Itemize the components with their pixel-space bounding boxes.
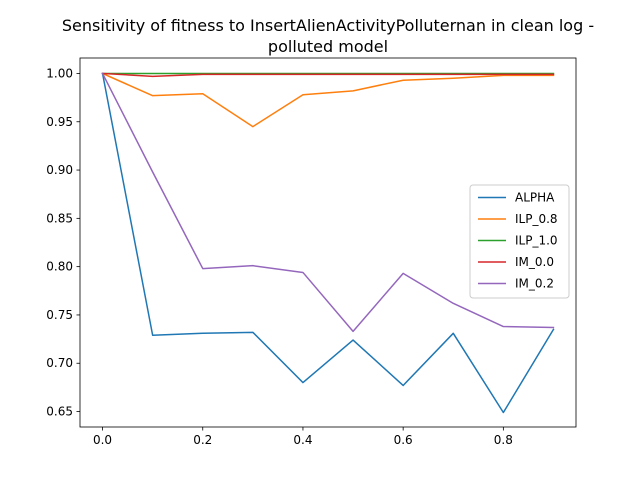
y-tick-label: 0.75 [46,308,73,322]
legend-label: IM_0.2 [515,277,554,291]
y-tick-label: 1.00 [46,66,73,80]
x-tick-label: 0.6 [394,433,413,447]
legend-label: ILP_0.8 [515,212,558,226]
series-lines [101,72,555,414]
x-tick-label: 0.0 [93,433,112,447]
x-tick-label: 0.4 [293,433,312,447]
y-tick-label: 0.70 [46,356,73,370]
y-tick-label: 0.65 [46,405,73,419]
series-line-ilp-0-8 [101,72,555,128]
series-line-alpha [101,72,555,414]
chart-title: Sensitivity of fitness to InsertAlienAct… [62,16,594,35]
y-tick-label: 0.85 [46,211,73,225]
x-tick-label: 0.8 [494,433,513,447]
legend-label: ALPHA [515,191,555,205]
y-tick-label: 0.95 [46,115,73,129]
series-line-im-0-2 [101,72,555,333]
legend-label: IM_0.0 [515,255,554,269]
x-tick-label: 0.2 [193,433,212,447]
y-tick-label: 0.80 [46,260,73,274]
axes: 0.0 0.2 0.4 0.6 0.8 0.65 0.70 0.75 0.80 0.85 0.90 0… [46,57,577,447]
legend: ALPHA ILP_0.8 ILP_1.0 IM_0.0 IM_0.2 [469,184,570,299]
chart-title-line-2: polluted model [268,37,388,56]
legend-label: ILP_1.0 [515,234,558,248]
series-line-im-0-0 [101,72,555,78]
axes-frame [79,57,577,428]
legend-box [469,184,570,299]
y-tick-label: 0.90 [46,163,73,177]
